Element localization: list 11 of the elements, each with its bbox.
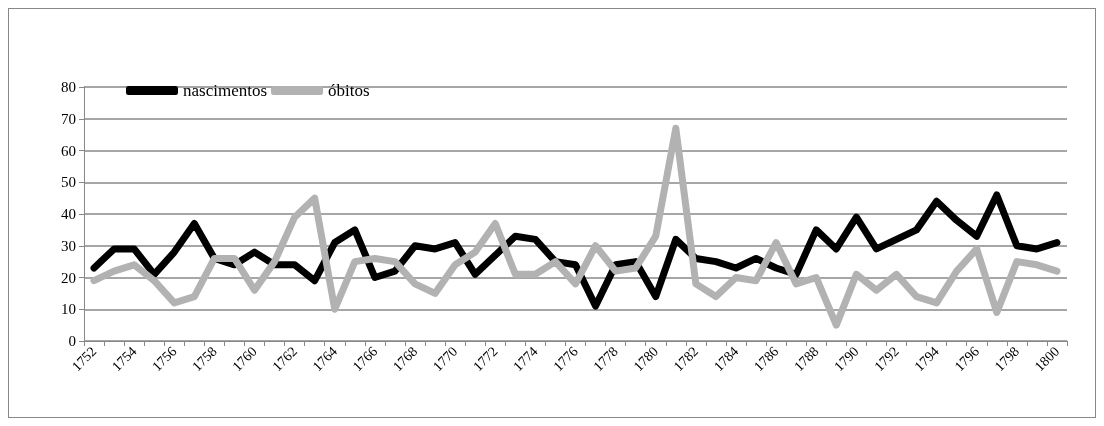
y-tick-label: 10 <box>61 301 76 318</box>
y-tick-label: 20 <box>61 269 76 286</box>
y-tick-label: 30 <box>61 237 76 254</box>
y-tick-label: 50 <box>61 174 76 191</box>
y-tick-label: 70 <box>61 110 76 127</box>
y-tick-label: 40 <box>61 206 76 222</box>
y-tick-label: 60 <box>61 142 76 159</box>
legend-label: nascimentos <box>183 81 268 100</box>
y-tick-label: 80 <box>61 79 76 95</box>
y-tick-label: 0 <box>68 333 76 349</box>
legend-label: óbitos <box>328 81 370 100</box>
